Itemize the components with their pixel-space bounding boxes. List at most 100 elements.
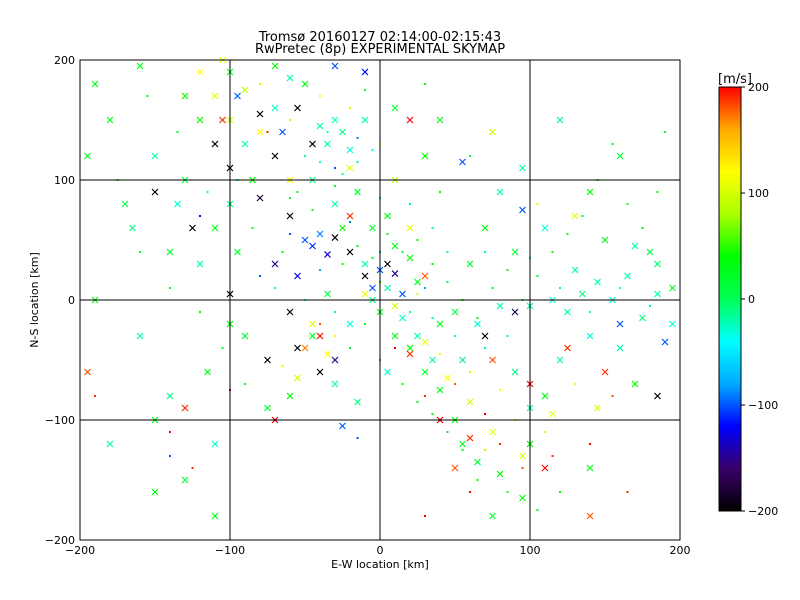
- data-point-dot: [266, 131, 269, 133]
- data-point-x: [459, 440, 466, 448]
- data-point-dot: [559, 491, 561, 493]
- y-tick-label: −200: [45, 534, 75, 547]
- data-point-dot: [319, 95, 321, 97]
- data-point-dot: [356, 161, 359, 163]
- data-point-x: [316, 332, 324, 340]
- data-point-x: [616, 344, 624, 352]
- y-tick-label: −100: [45, 414, 75, 427]
- data-point-x: [541, 464, 549, 472]
- data-point-dot: [94, 395, 96, 397]
- colorbar-ticks: 200 100 0 −100 −200: [741, 81, 778, 518]
- data-point-x: [286, 392, 294, 400]
- data-point-x: [301, 80, 309, 88]
- data-point-x: [309, 140, 316, 148]
- data-point-x: [324, 250, 331, 258]
- data-point-dot: [334, 311, 336, 313]
- data-point-dot: [319, 161, 321, 163]
- data-point-dot: [334, 167, 336, 169]
- data-point-x: [616, 320, 624, 328]
- data-point-x: [241, 86, 249, 94]
- data-point-x: [264, 404, 271, 412]
- data-point-dot: [191, 467, 194, 469]
- colorbar-tick-label: −100: [748, 399, 778, 412]
- data-point-x: [151, 188, 159, 196]
- data-point-x: [309, 332, 316, 340]
- data-point-dot: [296, 191, 299, 193]
- chart-title: Tromsø 20160127 02:14:00-02:15:43: [258, 30, 501, 45]
- data-point-x: [519, 494, 526, 502]
- data-point-dot: [611, 395, 614, 397]
- data-point-dot: [589, 443, 591, 445]
- data-point-x: [294, 374, 301, 382]
- data-point-x: [346, 146, 354, 154]
- data-point-dot: [356, 437, 359, 439]
- data-point-dot: [611, 143, 614, 145]
- data-point-x: [324, 290, 331, 298]
- data-point-x: [624, 272, 631, 280]
- data-point-x: [391, 104, 399, 112]
- data-point-x: [466, 398, 474, 406]
- data-point-dot: [251, 227, 254, 229]
- data-point-dot: [341, 263, 344, 265]
- data-point-x: [361, 260, 369, 268]
- data-point-dot: [446, 431, 449, 433]
- data-point-x: [564, 308, 571, 316]
- data-point-dot: [454, 335, 456, 337]
- data-point-x: [339, 224, 346, 232]
- data-point-x: [391, 332, 399, 340]
- data-point-x: [294, 272, 301, 280]
- data-point-dot: [259, 83, 261, 85]
- data-point-x: [369, 284, 376, 292]
- data-point-x: [436, 320, 444, 328]
- data-point-x: [361, 272, 369, 280]
- data-point-x: [361, 68, 369, 76]
- data-point-x: [91, 80, 99, 88]
- data-point-x: [331, 234, 339, 242]
- data-point-x: [406, 350, 414, 358]
- colorbar-tick-label: −200: [748, 505, 778, 518]
- data-point-x: [256, 194, 264, 202]
- x-tick-label: 100: [520, 544, 541, 557]
- y-tick-label: 100: [54, 174, 75, 187]
- data-point-x: [384, 212, 391, 220]
- data-point-x: [346, 212, 354, 220]
- data-point-x: [279, 128, 286, 136]
- data-point-x: [264, 356, 271, 364]
- data-point-dot: [499, 443, 501, 445]
- data-point-x: [211, 92, 219, 100]
- data-point-dot: [551, 455, 554, 457]
- data-point-x: [331, 200, 339, 208]
- data-point-x: [519, 452, 526, 460]
- data-point-x: [271, 260, 279, 268]
- data-point-dot: [356, 245, 359, 247]
- data-point-dot: [311, 209, 314, 211]
- chart-subtitle: RwPretec (8p) EXPERIMENTAL SKYMAP: [255, 42, 505, 57]
- data-point-dot: [401, 383, 404, 385]
- data-point-x: [496, 302, 504, 310]
- data-point-x: [654, 260, 661, 268]
- data-point-dot: [469, 491, 471, 493]
- x-tick-label: −200: [65, 544, 95, 557]
- data-point-dot: [431, 263, 434, 265]
- data-point-x: [474, 458, 481, 466]
- data-point-dot: [199, 215, 201, 217]
- data-point-x: [301, 236, 309, 244]
- data-point-dot: [469, 155, 471, 157]
- data-point-x: [84, 152, 91, 160]
- data-point-dot: [341, 173, 344, 175]
- data-point-x: [519, 164, 526, 172]
- data-point-x: [654, 392, 661, 400]
- data-point-x: [384, 284, 391, 292]
- data-point-x: [399, 314, 406, 322]
- data-point-x: [384, 260, 391, 268]
- data-point-x: [256, 110, 264, 118]
- data-point-dot: [559, 287, 561, 289]
- data-point-dot: [416, 293, 419, 295]
- data-point-dot: [169, 287, 171, 289]
- data-point-dot: [424, 395, 426, 397]
- data-point-dot: [349, 347, 351, 349]
- data-point-x: [346, 164, 354, 172]
- colorbar-tick-label: 100: [748, 187, 769, 200]
- data-point-dot: [484, 449, 486, 451]
